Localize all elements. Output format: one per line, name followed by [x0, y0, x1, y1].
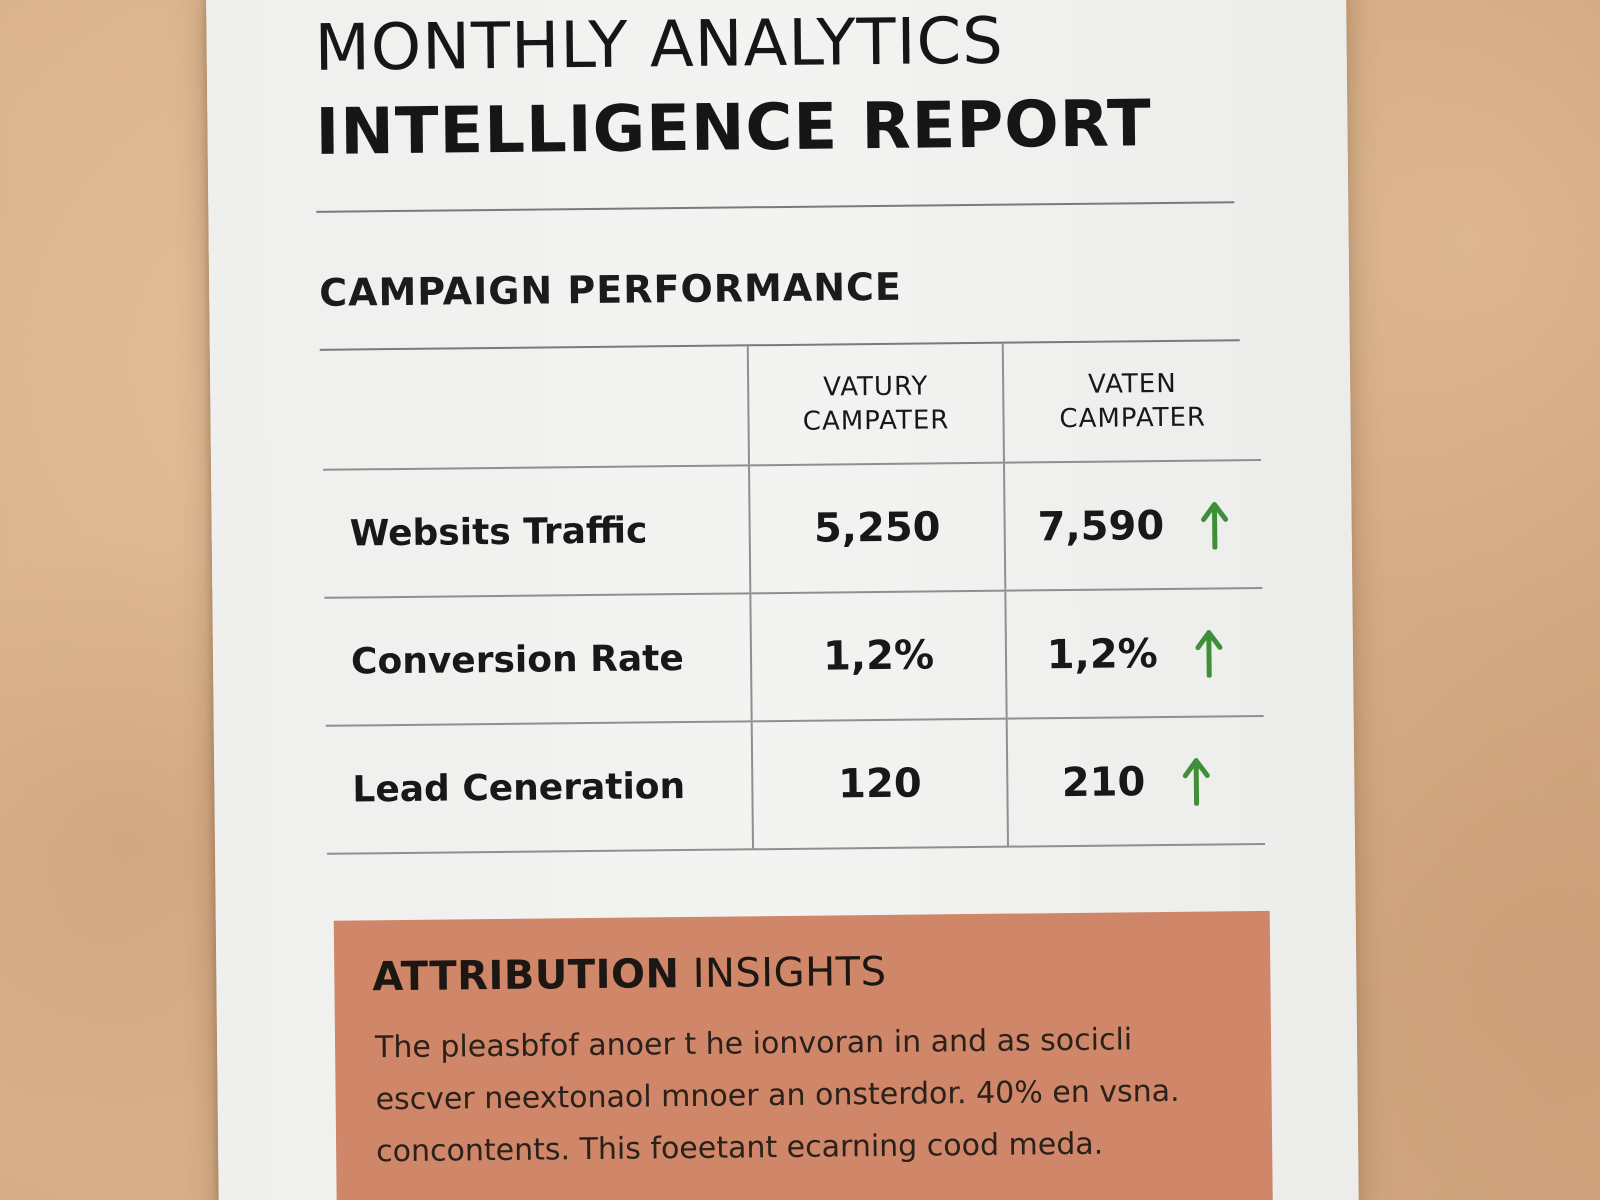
header-empty-cell	[321, 346, 749, 470]
campaign-section-title: CAMPAIGN PERFORMANCE	[318, 264, 903, 315]
report-title: MONTHLY ANALYTICS INTELLIGENCE REPORT	[314, 0, 1152, 175]
metric-value-b: 7,590	[1037, 502, 1165, 550]
metric-value-a: 120	[751, 718, 1009, 850]
metric-label: Lead Ceneration	[325, 721, 753, 854]
table-row: Lead Ceneration 120 210	[325, 715, 1266, 854]
column-header-b-line-2: CAMPATER	[1059, 402, 1207, 435]
insights-title-bold: ATTRIBUTION	[372, 951, 680, 1001]
insights-title: ATTRIBUTION INSIGHTS	[372, 949, 887, 1000]
column-header-b: VATEN CAMPATER	[1003, 340, 1261, 463]
metric-value-b: 210	[1061, 758, 1146, 806]
metric-value-a: 5,250	[748, 462, 1006, 594]
metric-label: Websits Traffic	[323, 465, 751, 598]
metric-value-b-cell: 210	[1007, 715, 1266, 847]
metric-value-a: 1,2%	[750, 590, 1008, 722]
insights-title-light: INSIGHTS	[679, 948, 887, 998]
up-arrow-icon	[1182, 757, 1210, 806]
attribution-insights-panel: ATTRIBUTION INSIGHTS The pleasbfof anoer…	[333, 910, 1274, 1200]
metric-value-b: 1,2%	[1046, 630, 1158, 678]
title-divider	[316, 201, 1235, 213]
metric-value-b-cell: 7,590	[1004, 459, 1263, 591]
table-row: Conversion Rate 1,2% 1,2%	[324, 587, 1264, 726]
table-header-row: VATURY CAMPATER VATEN CAMPATER	[321, 340, 1261, 470]
report-title-line-1: MONTHLY ANALYTICS	[314, 4, 1005, 86]
column-header-a-line-2: CAMPATER	[802, 405, 950, 437]
metric-value-b-cell: 1,2%	[1005, 587, 1264, 719]
report-title-line-2: INTELLIGENCE REPORT	[315, 87, 1153, 170]
report-sheet: MONTHLY ANALYTICS INTELLIGENCE REPORT CA…	[206, 0, 1359, 1200]
metric-label: Conversion Rate	[324, 593, 752, 726]
column-header-a: VATURY CAMPATER	[747, 343, 1005, 466]
up-arrow-icon	[1195, 629, 1223, 678]
table-row: Websits Traffic 5,250 7,590	[323, 459, 1263, 598]
campaign-table: VATURY CAMPATER VATEN CAMPATER Websits T…	[321, 340, 1266, 855]
insights-body: The pleasbfof anoer t he ionvoran in and…	[374, 1022, 1180, 1170]
column-header-b-line-1: VATEN	[1087, 368, 1177, 400]
column-header-a-line-1: VATURY	[823, 371, 929, 403]
up-arrow-icon	[1201, 501, 1229, 550]
